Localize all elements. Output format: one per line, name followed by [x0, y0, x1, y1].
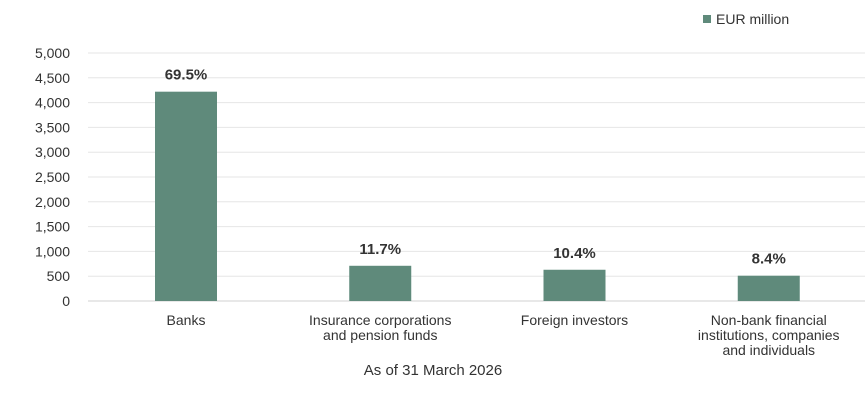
legend-swatch: [703, 15, 711, 23]
category-label: Banks: [167, 312, 206, 328]
legend-label: EUR million: [716, 11, 789, 27]
data-labels: 69.5% 11.7% 10.4% 8.4%: [165, 67, 786, 268]
bar: [349, 265, 412, 301]
category-label: Foreign investors: [521, 312, 628, 328]
data-label: 11.7%: [359, 241, 401, 258]
y-tick-label: 4,500: [35, 70, 70, 86]
bar: [155, 91, 217, 301]
bar: [737, 275, 800, 301]
y-tick-label: 1,000: [35, 243, 70, 259]
data-label: 10.4%: [553, 245, 596, 262]
y-axis-tick-labels: 0 500 1,000 1,500 2,000 2,500 3,000 3,500 4,000 4…: [35, 45, 70, 309]
y-tick-label: 2,000: [35, 194, 70, 210]
y-tick-label: 5,000: [35, 45, 70, 61]
y-tick-label: 3,000: [35, 144, 70, 160]
y-tick-label: 500: [47, 268, 71, 284]
y-tick-label: 0: [62, 293, 70, 309]
category-labels: Banks Insurance corporations and pension f…: [167, 312, 840, 358]
data-label: 8.4%: [752, 251, 786, 268]
x-axis-title: As of 31 March 2026: [364, 362, 502, 379]
data-label: 69.5%: [165, 67, 208, 84]
legend: EUR million: [703, 11, 789, 27]
y-tick-label: 2,500: [35, 169, 70, 185]
y-tick-label: 1,500: [35, 219, 70, 235]
category-label: Non-bank financial institutions, companie…: [698, 312, 840, 358]
y-tick-label: 4,000: [35, 95, 70, 111]
y-tick-label: 3,500: [35, 119, 70, 135]
category-label: Insurance corporations and pension funds: [309, 312, 451, 343]
bars: [155, 91, 800, 301]
gridlines: [88, 52, 865, 302]
bar: [543, 269, 606, 301]
